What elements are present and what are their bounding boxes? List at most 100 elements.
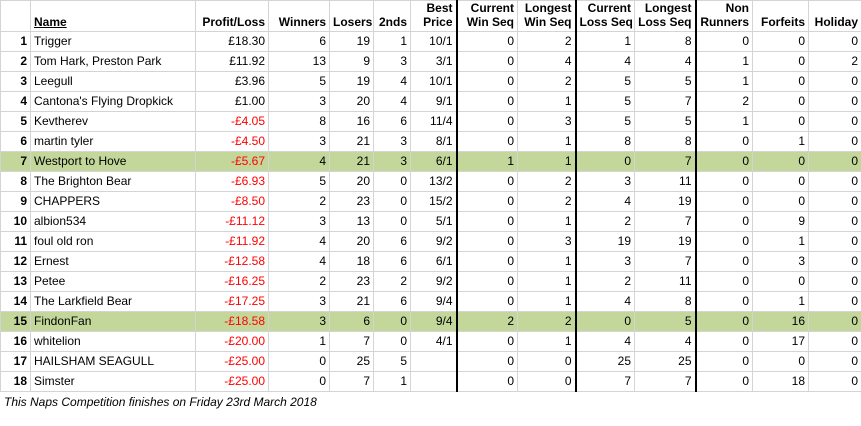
cell: martin tyler xyxy=(30,131,196,152)
cell: 21 xyxy=(329,131,374,152)
cell: FindonFan xyxy=(30,311,196,332)
cell: 1 xyxy=(752,231,809,252)
cell: 0 xyxy=(808,191,861,212)
cell: 8 xyxy=(634,131,697,152)
cell: Kevtherev xyxy=(30,111,196,132)
cell: 0 xyxy=(752,191,809,212)
cell: 0 xyxy=(695,311,753,332)
cell: -£16.25 xyxy=(195,271,269,292)
cell: 0 xyxy=(373,191,411,212)
header-text: 2nds xyxy=(378,15,407,29)
cell: Ernest xyxy=(30,251,196,272)
cell: 5/1 xyxy=(410,211,458,232)
cell: 7 xyxy=(634,151,697,172)
header-text: Longest xyxy=(644,1,692,16)
cell: -£25.00 xyxy=(195,351,269,372)
row: 5 Kevtherev -£4.05 8 16 6 11/4 0 3 5 5 1 0 0 xyxy=(0,111,861,132)
cell: 7 xyxy=(329,331,374,352)
cell: 0 xyxy=(268,351,330,372)
cell: 13 xyxy=(268,51,330,72)
header-text: Runners xyxy=(700,15,749,29)
cell: 8/1 xyxy=(410,131,458,152)
cell: 6/1 xyxy=(410,251,458,272)
cell: foul old ron xyxy=(30,231,196,252)
cell: 0 xyxy=(695,231,753,252)
cell: 11 xyxy=(0,231,31,252)
cell: 16 xyxy=(0,331,31,352)
header-cell: Longest Win Seq xyxy=(517,0,577,32)
cell: 16 xyxy=(752,311,809,332)
cell: 16 xyxy=(329,111,374,132)
row: 1 Trigger £18.30 6 19 1 10/1 0 2 1 8 0 0 0 xyxy=(0,31,861,52)
cell: 0 xyxy=(456,111,518,132)
cell: 2 xyxy=(575,271,635,292)
cell: 19 xyxy=(634,191,697,212)
cell: 0 xyxy=(808,171,861,192)
cell: £1.00 xyxy=(195,91,269,112)
cell: -£25.00 xyxy=(195,371,269,392)
cell: 0 xyxy=(752,31,809,52)
cell: 5 xyxy=(0,111,31,132)
cell: 19 xyxy=(575,231,635,252)
header-cell: Non Runners xyxy=(695,0,753,32)
cell: £18.30 xyxy=(195,31,269,52)
cell: 10 xyxy=(0,211,31,232)
cell: 10/1 xyxy=(410,31,458,52)
cell: 0 xyxy=(456,71,518,92)
cell: 20 xyxy=(329,91,374,112)
cell: 19 xyxy=(329,31,374,52)
cell: 19 xyxy=(634,231,697,252)
cell: 6 xyxy=(373,231,411,252)
cell: 6 xyxy=(373,291,411,312)
cell: 4 xyxy=(575,331,635,352)
cell: 7 xyxy=(575,371,635,392)
cell: 1 xyxy=(575,31,635,52)
cell: 0 xyxy=(808,211,861,232)
header-text: Name xyxy=(34,15,67,29)
cell: 0 xyxy=(752,271,809,292)
header-text: Longest xyxy=(524,1,572,16)
cell: 0 xyxy=(575,151,635,172)
cell: 0 xyxy=(695,191,753,212)
cell: 4 xyxy=(0,91,31,112)
cell: 0 xyxy=(456,31,518,52)
header-cell xyxy=(0,0,31,32)
cell: 0 xyxy=(456,91,518,112)
cell: 4 xyxy=(373,91,411,112)
cell: -£17.25 xyxy=(195,291,269,312)
cell: 25 xyxy=(575,351,635,372)
row: 17 HAILSHAM SEAGULL -£25.00 0 25 5 0 0 25 25 0 0 0 xyxy=(0,351,861,372)
row: 18 Simster -£25.00 0 7 1 0 0 7 7 0 18 0 xyxy=(0,371,861,392)
cell: 9 xyxy=(0,191,31,212)
cell: 0 xyxy=(575,311,635,332)
cell: 1 xyxy=(517,131,577,152)
row: 6 martin tyler -£4.50 3 21 3 8/1 0 1 8 8 0 1 0 xyxy=(0,131,861,152)
row: 15 FindonFan -£18.58 3 6 0 9/4 2 2 0 5 0 16 0 xyxy=(0,311,861,332)
cell: 7 xyxy=(0,151,31,172)
cell: £3.96 xyxy=(195,71,269,92)
cell: 1 xyxy=(517,91,577,112)
cell: whitelion xyxy=(30,331,196,352)
cell: 6 xyxy=(329,311,374,332)
cell: 5 xyxy=(634,111,697,132)
cell: 4/1 xyxy=(410,331,458,352)
cell: 3 xyxy=(575,251,635,272)
cell: albion534 xyxy=(30,211,196,232)
header-text: Current xyxy=(587,1,631,16)
cell: 9 xyxy=(329,51,374,72)
cell: 20 xyxy=(329,231,374,252)
cell: 0 xyxy=(752,151,809,172)
cell: 19 xyxy=(329,71,374,92)
cell: 0 xyxy=(695,351,753,372)
cell: 2 xyxy=(456,311,518,332)
row: 10 albion534 -£11.12 3 13 0 5/1 0 1 2 7 0 9 0 xyxy=(0,211,861,232)
cell: 23 xyxy=(329,271,374,292)
cell: 0 xyxy=(808,291,861,312)
cell: 0 xyxy=(808,231,861,252)
header-cell: Current Loss Seq xyxy=(575,0,635,32)
cell: 2 xyxy=(695,91,753,112)
cell: 5 xyxy=(575,111,635,132)
cell: 0 xyxy=(456,271,518,292)
cell: 1 xyxy=(456,151,518,172)
cell: 1 xyxy=(0,31,31,52)
